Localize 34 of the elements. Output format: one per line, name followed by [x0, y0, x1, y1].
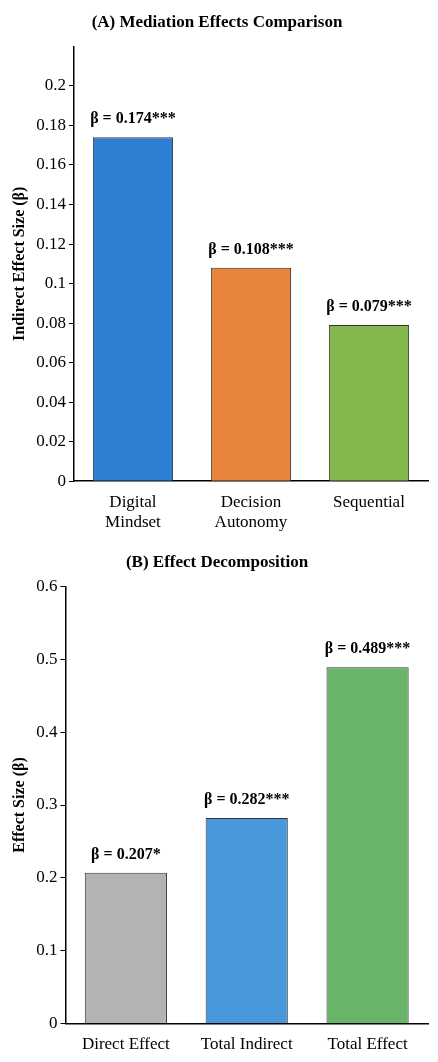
y-tick-label: 0.1: [36, 940, 58, 960]
x-tick-label: Sequential: [333, 491, 406, 511]
y-tick-label: 0.2: [44, 75, 66, 95]
y-axis-title: Indirect Effect Size (β): [9, 186, 28, 341]
x-tick-label: Total Effect: [327, 1034, 408, 1054]
y-tick-label: 0.12: [36, 233, 66, 253]
y-tick-label: 0.06: [36, 352, 66, 372]
data-label: β = 0.079***: [326, 297, 412, 316]
data-label: β = 0.207*: [91, 844, 161, 863]
y-tick-label: 0.1: [44, 273, 66, 293]
x-tick-label: Total Indirect: [200, 1034, 293, 1054]
y-tick-label: 0.6: [36, 575, 58, 595]
y-tick-label: 0.4: [36, 721, 58, 741]
chart-title: (A) Mediation Effects Comparison: [91, 11, 343, 31]
data-label: β = 0.174***: [90, 109, 176, 128]
y-tick-label: 0: [48, 1013, 58, 1033]
y-tick-label: 0.18: [36, 114, 66, 134]
y-tick-label: 0.16: [36, 154, 66, 174]
y-tick-label: 0.04: [36, 391, 67, 411]
y-tick-label: 0.5: [36, 648, 58, 668]
data-label: β = 0.108***: [208, 239, 294, 258]
y-tick-label: 0: [57, 470, 66, 490]
x-tick-label: Direct Effect: [81, 1034, 171, 1054]
data-label: β = 0.489***: [324, 639, 411, 658]
data-label: β = 0.282***: [203, 790, 290, 809]
y-tick-label: 0.14: [36, 193, 67, 213]
x-tick-label: Digital Mindset: [105, 491, 162, 532]
chart-title: (B) Effect Decomposition: [125, 551, 309, 571]
x-tick-label: Decision Autonomy: [214, 491, 288, 532]
y-axis-title: Effect Size (β): [9, 757, 28, 853]
y-tick-label: 0.02: [36, 431, 66, 451]
y-tick-label: 0.08: [36, 312, 66, 332]
y-tick-label: 0.2: [36, 867, 58, 887]
y-tick-label: 0.3: [36, 794, 58, 814]
